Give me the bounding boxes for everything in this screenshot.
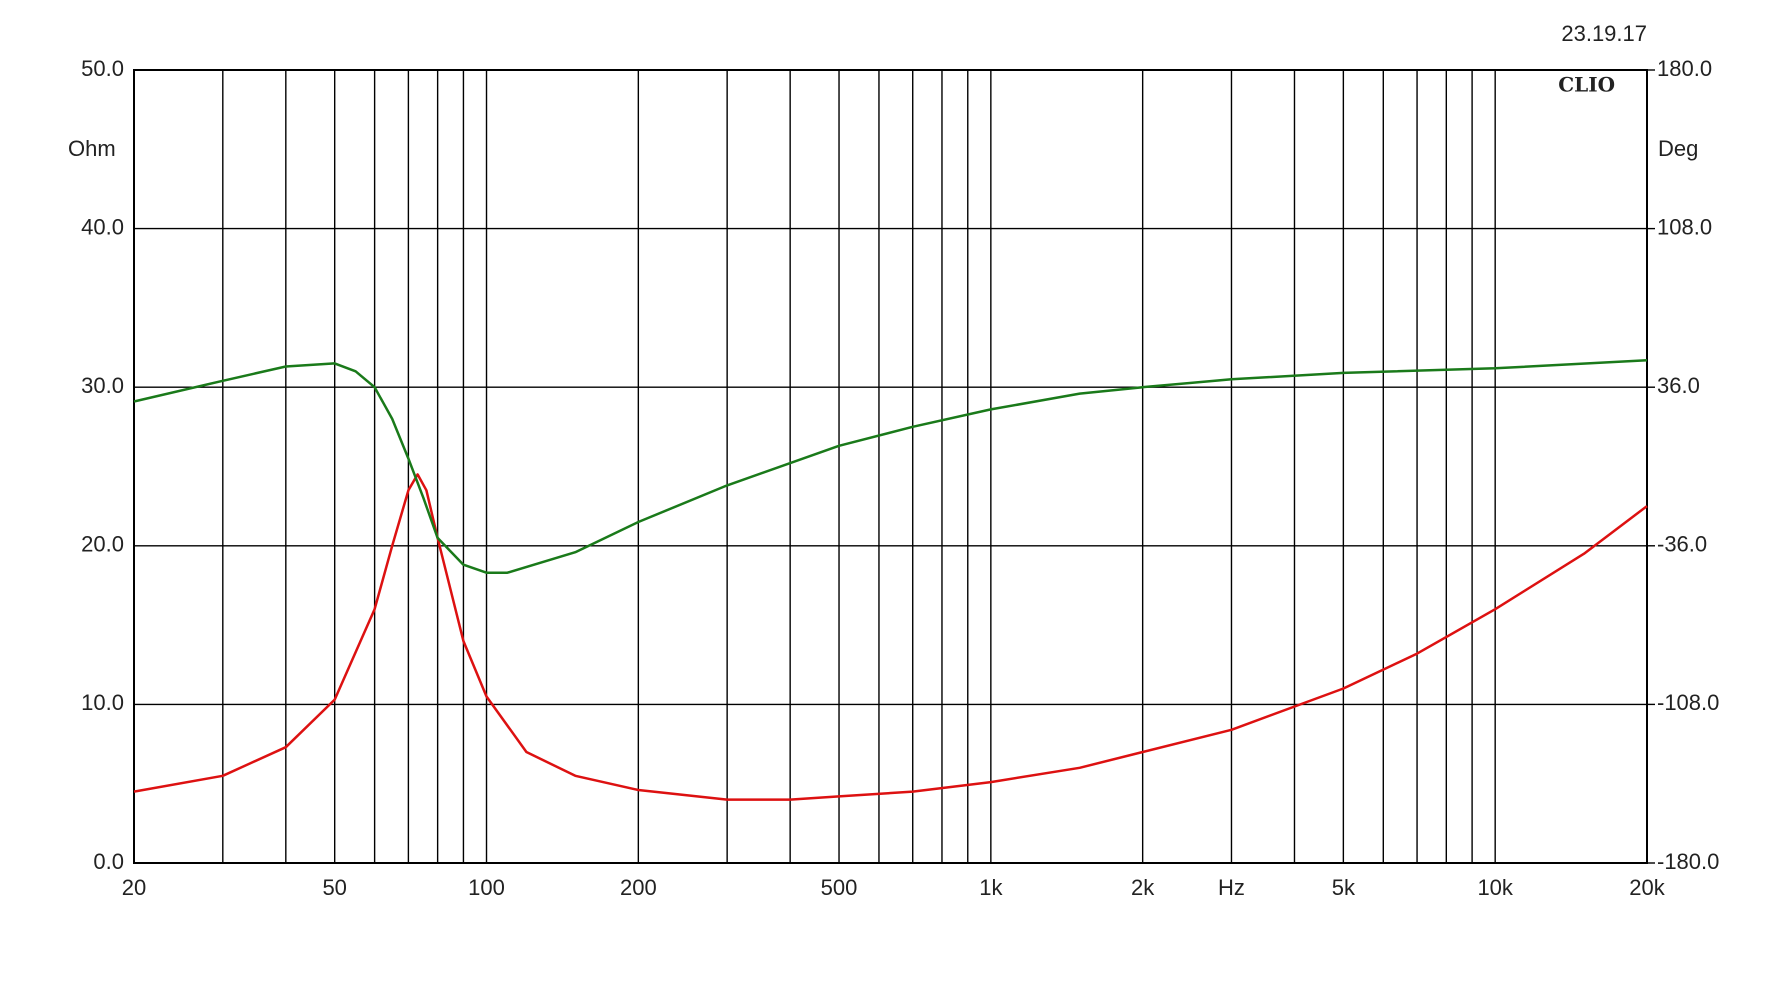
y2-tick-label: -108.0 <box>1657 690 1719 715</box>
y-tick-label: 20.0 <box>81 532 124 557</box>
x-tick-label: 50 <box>322 875 346 900</box>
y-tick-label: 10.0 <box>81 690 124 715</box>
x-tick-label: Hz <box>1218 875 1245 900</box>
x-tick-label: 10k <box>1477 875 1513 900</box>
x-tick-label: 500 <box>821 875 858 900</box>
x-tick-label: 100 <box>468 875 505 900</box>
y2-axis-label: Deg <box>1658 136 1698 161</box>
x-tick-label: 5k <box>1332 875 1356 900</box>
y-tick-label: 40.0 <box>81 214 124 239</box>
y2-tick-label: 108.0 <box>1657 214 1712 239</box>
y2-tick-label: -180.0 <box>1657 849 1719 874</box>
x-tick-label: 200 <box>620 875 657 900</box>
y-tick-label: 30.0 <box>81 373 124 398</box>
brand: CLIO <box>1558 73 1615 97</box>
y-tick-label: 0.0 <box>93 849 124 874</box>
x-tick-label: 20 <box>122 875 146 900</box>
x-tick-label: 1k <box>979 875 1003 900</box>
series-line <box>133 473 1648 801</box>
x-tick-label: 2k <box>1131 875 1155 900</box>
timestamp: 23.19.17 <box>1561 21 1647 46</box>
y2-tick-label: -36.0 <box>1657 532 1707 557</box>
x-tick-label: 20k <box>1629 875 1665 900</box>
series-line <box>133 359 1648 574</box>
y2-tick-label: 36.0 <box>1657 373 1700 398</box>
plot-frame <box>133 69 1648 864</box>
y-axis-label: Ohm <box>68 136 116 161</box>
y2-tick-label: 180.0 <box>1657 56 1712 81</box>
y-tick-label: 50.0 <box>81 56 124 81</box>
